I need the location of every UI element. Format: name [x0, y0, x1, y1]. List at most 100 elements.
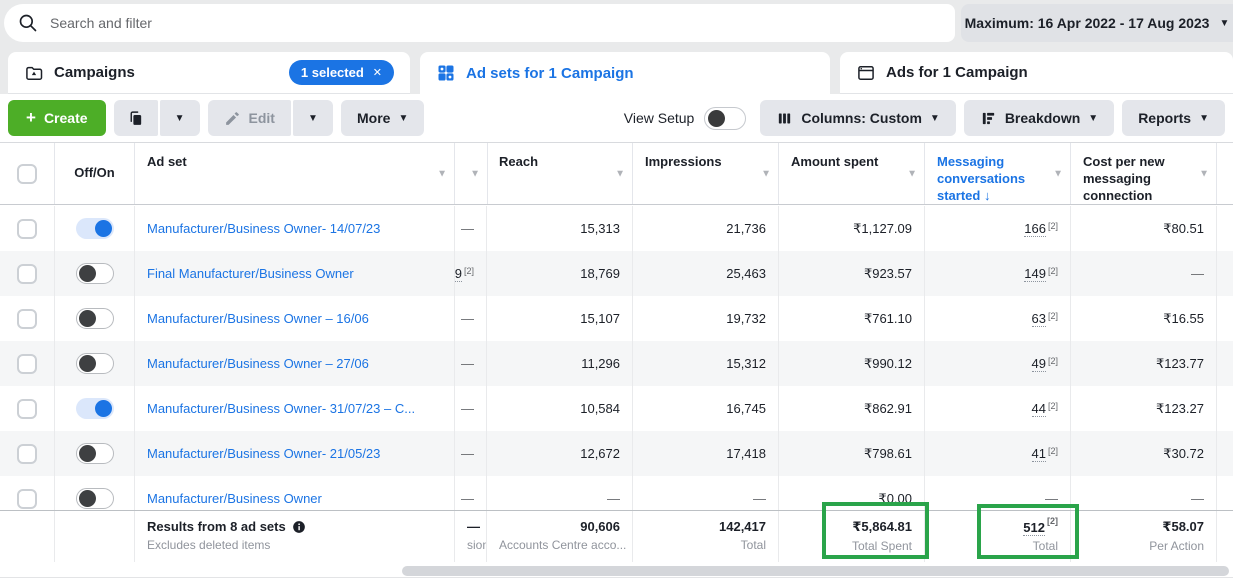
duplicate-button[interactable] — [113, 100, 158, 136]
edit-dropdown-button[interactable]: ▼ — [292, 100, 333, 136]
col-header-reach[interactable]: Reach ▼ — [487, 143, 633, 204]
row-checkbox[interactable] — [17, 443, 37, 464]
col-header-hidden[interactable]: ▼ — [455, 143, 488, 204]
top-bar: Search and filter Maximum: 16 Apr 2022 -… — [0, 0, 1233, 46]
campaign-folder-icon — [26, 66, 43, 80]
footer-amount-spent-cell: ₹5,864.81 Total Spent — [779, 511, 925, 562]
select-all-checkbox[interactable] — [17, 163, 37, 184]
reach-cell: 15,107 — [487, 296, 633, 341]
date-range-label: Maximum: 16 Apr 2022 - 17 Aug 2023 — [964, 15, 1210, 31]
table-row: Manufacturer/Business Owner- 14/07/23 — … — [0, 206, 1233, 251]
sort-caret-icon: ▼ — [1053, 168, 1063, 179]
duplicate-dropdown-button[interactable]: ▼ — [159, 100, 200, 136]
row-checkbox[interactable] — [17, 263, 37, 284]
ad-set-toggle[interactable] — [75, 353, 114, 374]
clear-selection-icon[interactable]: ✕ — [372, 67, 382, 79]
partial-cell — [1217, 206, 1233, 251]
search-icon — [19, 14, 37, 32]
cost-cell: ₹16.55 — [1071, 296, 1217, 341]
col-header-messaging[interactable]: Messaging conversations started ↓ ▼ — [925, 143, 1071, 204]
messaging-cell[interactable]: 149 [2] — [925, 251, 1071, 296]
col-header-cost[interactable]: Cost per new messaging connection ▼ — [1071, 143, 1217, 204]
more-button[interactable]: More ▼ — [340, 100, 425, 136]
row-checkbox[interactable] — [17, 218, 37, 239]
view-setup-label: View Setup — [623, 110, 695, 126]
tab-ad-sets[interactable]: Ad sets for 1 Campaign — [420, 52, 830, 94]
messaging-cell[interactable]: 41 [2] — [925, 431, 1071, 476]
messaging-cell[interactable]: 166 [2] — [925, 206, 1071, 251]
ad-set-toggle[interactable] — [75, 308, 114, 329]
breakdown-icon — [982, 112, 994, 124]
create-button[interactable]: + Create — [8, 100, 106, 136]
row-checkbox[interactable] — [17, 308, 37, 329]
ad-set-toggle[interactable] — [75, 218, 114, 239]
chevron-down-icon: ▼ — [398, 112, 409, 124]
hidden-col-cell: — — [455, 386, 487, 431]
date-range-selector[interactable]: Maximum: 16 Apr 2022 - 17 Aug 2023 ▼ — [961, 4, 1233, 42]
row-checkbox[interactable] — [17, 398, 37, 419]
chevron-down-icon: ▼ — [308, 112, 318, 124]
table-body: Manufacturer/Business Owner- 14/07/23 — … — [0, 206, 1233, 510]
amount-spent-cell: ₹923.57 — [779, 251, 925, 296]
impressions-cell: 16,745 — [633, 386, 779, 431]
tab-ads[interactable]: Ads for 1 Campaign — [840, 52, 1233, 94]
ad-set-name-link[interactable]: Manufacturer/Business Owner- 14/07/23 — [147, 221, 381, 236]
selected-filter-badge[interactable]: 1 selected ✕ — [288, 60, 394, 85]
toolbar: + Create ▼ Edit ▼ More ▼ View Setup — [0, 94, 1233, 142]
cost-cell: ₹123.77 — [1071, 341, 1217, 386]
col-header-amount-spent[interactable]: Amount spent ▼ — [779, 143, 925, 204]
reports-button[interactable]: Reports ▼ — [1122, 100, 1225, 136]
edit-button[interactable]: Edit — [207, 100, 291, 136]
search-input[interactable]: Search and filter — [4, 4, 955, 42]
row-checkbox[interactable] — [17, 488, 37, 509]
messaging-cell[interactable]: — — [925, 476, 1071, 510]
impressions-cell: — — [633, 476, 779, 510]
row-checkbox[interactable] — [17, 353, 37, 374]
horizontal-scrollbar-thumb[interactable] — [402, 566, 1229, 576]
ad-set-toggle[interactable] — [75, 398, 114, 419]
info-icon[interactable] — [292, 520, 306, 534]
amount-spent-cell: ₹862.91 — [779, 386, 925, 431]
chevron-down-icon: ▼ — [174, 112, 185, 124]
col-header-impressions[interactable]: Impressions ▼ — [633, 143, 779, 204]
col-header-ad-set[interactable]: Ad set ▼ — [135, 143, 455, 204]
reach-cell: — — [487, 476, 633, 510]
breakdown-button[interactable]: Breakdown ▼ — [963, 100, 1115, 136]
ad-set-name-link[interactable]: Manufacturer/Business Owner – 16/06 — [147, 311, 369, 326]
table-row: Final Manufacturer/Business Owner 9 [2] 1… — [0, 251, 1233, 296]
reach-cell: 11,296 — [487, 341, 633, 386]
messaging-cell[interactable]: 44 [2] — [925, 386, 1071, 431]
sort-direction-icon: ↓ — [983, 187, 991, 203]
tab-campaigns[interactable]: Campaigns 1 selected ✕ — [8, 52, 410, 94]
more-label: More — [356, 110, 391, 126]
table-row: Manufacturer/Business Owner- 21/05/23 — … — [0, 431, 1233, 476]
ad-set-toggle[interactable] — [75, 443, 114, 464]
ad-set-name-link[interactable]: Final Manufacturer/Business Owner — [147, 266, 354, 281]
ad-set-toggle[interactable] — [75, 488, 114, 509]
level-tabs: Campaigns 1 selected ✕ Ad sets for 1 Cam… — [0, 46, 1233, 94]
chevron-down-icon: ▼ — [1199, 112, 1209, 124]
ad-sets-grid-icon — [438, 65, 454, 81]
view-setup-toggle[interactable] — [704, 106, 747, 130]
cost-cell: ₹30.72 — [1071, 431, 1217, 476]
messaging-cell[interactable]: 49 [2] — [925, 341, 1071, 386]
ad-set-name-link[interactable]: Manufacturer/Business Owner- 21/05/23 — [147, 446, 381, 461]
search-placeholder: Search and filter — [50, 15, 152, 31]
footer-check-cell — [0, 511, 55, 562]
edit-button-group: Edit ▼ — [207, 100, 333, 136]
table-header: Off/On Ad set ▼ ▼ Reach ▼ Impressions ▼ Amo… — [0, 142, 1233, 205]
ad-set-toggle[interactable] — [75, 263, 114, 284]
view-setup-control: View Setup — [623, 106, 747, 130]
ad-set-name-link[interactable]: Manufacturer/Business Owner – 27/06 — [147, 356, 369, 371]
columns-button[interactable]: Columns: Custom ▼ — [760, 100, 956, 136]
ad-set-name-link[interactable]: Manufacturer/Business Owner — [147, 491, 322, 506]
messaging-cell[interactable]: 63 [2] — [925, 296, 1071, 341]
sort-caret-icon: ▼ — [437, 168, 447, 179]
hidden-col-cell: — — [455, 206, 487, 251]
pencil-icon — [225, 111, 239, 125]
hidden-col-cell: — — [455, 341, 487, 386]
ad-set-name-link[interactable]: Manufacturer/Business Owner- 31/07/23 – … — [147, 401, 416, 416]
footer-messaging-cell: 512 [2] Total — [925, 511, 1071, 562]
footer-toggle-cell — [55, 511, 135, 562]
